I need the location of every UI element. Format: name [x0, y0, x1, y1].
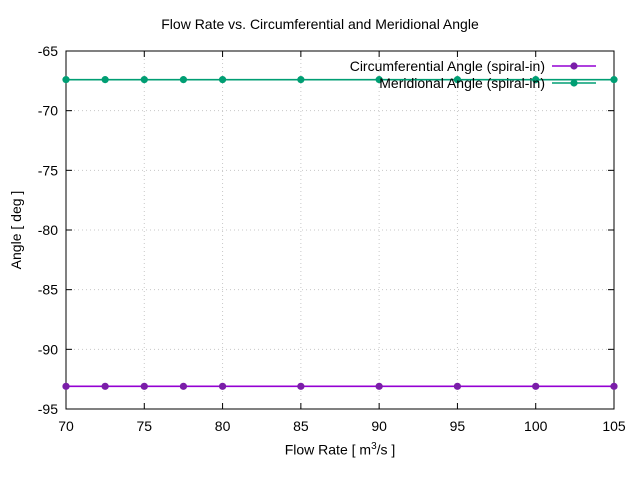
series-1-point	[62, 76, 70, 84]
x-tick-label: 95	[450, 418, 466, 434]
legend-sample-marker	[570, 79, 578, 87]
plot-frame	[65, 50, 615, 410]
y-tick-label: -80	[38, 222, 58, 238]
y-tick-label: -90	[38, 341, 58, 357]
series-layer	[62, 76, 618, 390]
x-tick-label: 105	[602, 418, 626, 434]
series-1-point	[610, 76, 618, 84]
legend-samples	[552, 62, 596, 87]
legend-label-circumferential: Circumferential Angle (spiral-in)	[349, 58, 545, 74]
y-tick-label: -65	[38, 43, 58, 59]
x-tick-label: 85	[293, 418, 309, 434]
series-0-point	[297, 382, 305, 390]
series-0-point	[62, 382, 70, 390]
y-axis-label: Angle [ deg ]	[8, 190, 24, 270]
x-tick-label: 75	[136, 418, 152, 434]
series-1-point	[140, 76, 148, 84]
grid-lines	[66, 51, 614, 409]
series-1-point	[375, 76, 383, 84]
series-1-point	[532, 76, 540, 84]
y-tick-label: -75	[38, 162, 58, 178]
series-1-point	[453, 76, 462, 84]
legend-label-meridional: Meridional Angle (spiral-in)	[379, 75, 545, 91]
series-0-point	[140, 382, 148, 390]
y-tick-label: -95	[38, 401, 58, 417]
series-0-point	[101, 382, 109, 390]
legend-sample-marker	[570, 62, 578, 70]
series-0-point	[532, 382, 540, 390]
series-0-point	[375, 382, 383, 390]
axis-ticks: 70 75 80 85 90 95 100 105 -95 -90 -85 -80 -75 -70 -65	[38, 43, 626, 434]
x-axis-label-prefix: Flow Rate [ m	[284, 441, 372, 458]
x-tick-label: 70	[58, 418, 74, 434]
series-1-point	[218, 76, 227, 84]
series-1-point	[297, 76, 305, 84]
x-tick-label: 80	[215, 418, 231, 434]
series-1-point	[179, 76, 188, 84]
series-0-point	[218, 382, 227, 390]
x-axis-label-superscript: 3	[371, 441, 377, 452]
x-tick-label: 100	[524, 418, 548, 434]
series-0-point	[453, 382, 462, 390]
x-axis-label-suffix: /s ]	[376, 441, 396, 458]
x-axis-label: Flow Rate [ m3/s ]	[66, 441, 614, 458]
series-0-point	[179, 382, 188, 390]
series-1-point	[101, 76, 109, 84]
chart-title: Flow Rate vs. Circumferential and Meridi…	[161, 16, 479, 32]
x-tick-label: 90	[371, 418, 387, 434]
series-0-point	[610, 382, 618, 390]
y-tick-label: -70	[38, 103, 58, 119]
y-tick-label: -85	[38, 282, 58, 298]
